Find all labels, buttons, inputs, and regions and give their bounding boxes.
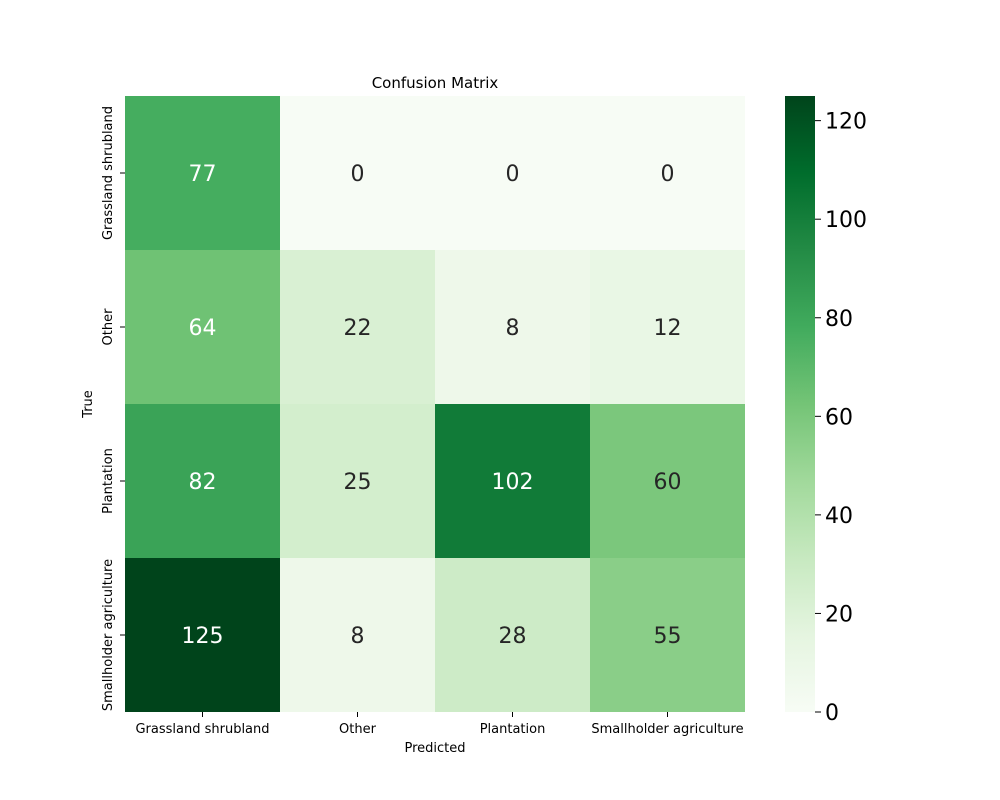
y-axis-ticks: Grassland shrubland Other Plantation Smallh… (101, 106, 125, 711)
heatmap-cell (590, 558, 745, 712)
y-axis-label: True (81, 390, 96, 419)
heatmap-cell (280, 558, 435, 712)
cell-value-label: 22 (344, 316, 372, 341)
heatmap-cell (590, 96, 745, 250)
x-tick-label: Plantation (480, 722, 546, 737)
colorbar-gradient (785, 96, 815, 712)
colorbar-tick-label: 80 (825, 307, 853, 332)
heatmap-cell (280, 250, 435, 404)
cell-value-label: 0 (506, 162, 520, 187)
y-tick-label: Plantation (101, 448, 116, 514)
colorbar-tick-label: 60 (825, 405, 853, 430)
heatmap-cell (590, 250, 745, 404)
heatmap-cell (435, 250, 590, 404)
colorbar-tick-label: 100 (825, 208, 867, 233)
colorbar-tick-label: 20 (825, 602, 853, 627)
heatmap-cell (435, 558, 590, 712)
colorbar-tick-label: 0 (825, 701, 839, 726)
x-axis-label: Predicted (404, 741, 465, 756)
cell-value-label: 102 (492, 470, 534, 495)
cell-value-label: 25 (344, 470, 372, 495)
heatmap-cell (125, 404, 280, 558)
cell-value-label: 8 (506, 316, 520, 341)
chart-title: Confusion Matrix (372, 74, 499, 92)
y-tick-label: Smallholder agriculture (101, 559, 116, 711)
cell-value-label: 12 (654, 316, 682, 341)
x-tick-label: Other (339, 722, 377, 737)
cell-value-label: 77 (189, 162, 217, 187)
heatmap-cell (590, 404, 745, 558)
cell-value-label: 64 (189, 316, 217, 341)
heatmap-cell (125, 250, 280, 404)
colorbar-ticks: 0 20 40 60 80 100 120 (815, 110, 867, 726)
heatmap-cell (435, 404, 590, 558)
cell-value-label: 0 (661, 162, 675, 187)
cell-value-label: 82 (189, 470, 217, 495)
cell-value-label: 8 (351, 624, 365, 649)
cell-value-label: 0 (351, 162, 365, 187)
heatmap-cells: 77 0 0 0 64 22 8 12 82 25 102 60 125 8 28 55 (125, 96, 745, 712)
x-axis-ticks: Grassland shrubland Other Plantation Smallh… (135, 712, 744, 737)
x-tick-label: Grassland shrubland (135, 722, 269, 737)
x-tick-label: Smallholder agriculture (591, 722, 743, 737)
heatmap-cell (125, 96, 280, 250)
y-tick-label: Grassland shrubland (101, 106, 116, 240)
cell-value-label: 55 (654, 624, 682, 649)
cell-value-label: 60 (654, 470, 682, 495)
colorbar: 0 20 40 60 80 100 120 (785, 96, 867, 726)
colorbar-tick-label: 120 (825, 110, 867, 135)
heatmap-cell (280, 404, 435, 558)
cell-value-label: 28 (499, 624, 527, 649)
cell-value-label: 125 (182, 624, 224, 649)
heatmap-cell (435, 96, 590, 250)
colorbar-tick-label: 40 (825, 504, 853, 529)
y-tick-label: Other (101, 308, 116, 346)
heatmap-cell (125, 558, 280, 712)
heatmap-cell (280, 96, 435, 250)
